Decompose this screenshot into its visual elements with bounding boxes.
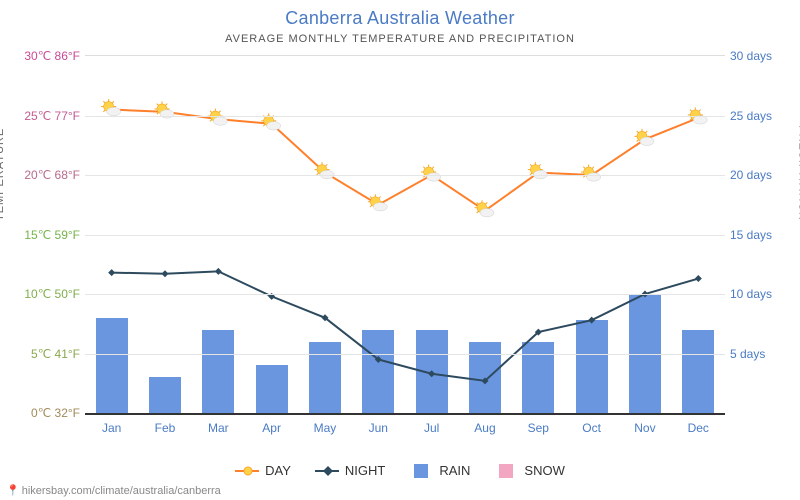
y-right-tick-label: 25 days [730, 109, 790, 123]
y-left-tick-label: 10℃ 50°F [5, 287, 80, 301]
gridline [85, 116, 725, 117]
series-line [112, 271, 699, 380]
legend-item-day: DAY [235, 463, 291, 478]
legend-item-rain: RAIN [409, 463, 470, 478]
diamond-marker [162, 270, 169, 277]
sun-icon [315, 162, 335, 179]
y-left-tick-label: 15℃ 59°F [5, 228, 80, 242]
legend-label: NIGHT [345, 463, 385, 478]
y-right-tick-label: 15 days [730, 228, 790, 242]
sun-icon [581, 165, 601, 182]
legend-label: SNOW [524, 463, 564, 478]
x-tick-label: Jul [405, 417, 458, 437]
x-tick-label: Dec [672, 417, 725, 437]
y-right-tick-label: 5 days [730, 347, 790, 361]
legend-swatch [494, 465, 518, 477]
gridline [85, 294, 725, 295]
y-right-tick-label: 30 days [730, 49, 790, 63]
y-right-tick-label: 20 days [730, 168, 790, 182]
legend-item-snow: SNOW [494, 463, 564, 478]
legend-label: RAIN [439, 463, 470, 478]
y-left-tick-label: 30℃ 86°F [5, 49, 80, 63]
y-left-tick-label: 25℃ 77°F [5, 109, 80, 123]
x-tick-label: May [298, 417, 351, 437]
sun-icon [208, 109, 227, 126]
x-tick-label: Aug [458, 417, 511, 437]
legend: DAY NIGHT RAIN SNOW [0, 463, 800, 478]
sun-icon [528, 162, 548, 179]
diamond-marker [588, 317, 595, 324]
diamond-marker [428, 370, 435, 377]
sun-icon [368, 194, 388, 211]
legend-swatch [409, 465, 433, 477]
y-left-tick-label: 0℃ 32°F [5, 406, 80, 420]
x-tick-label: Jun [352, 417, 405, 437]
x-axis-labels: JanFebMarAprMayJunJulAugSepOctNovDec [85, 417, 725, 437]
x-tick-label: Jan [85, 417, 138, 437]
y-right-tick-label: 10 days [730, 287, 790, 301]
x-tick-label: Oct [565, 417, 618, 437]
gridline [85, 175, 725, 176]
x-tick-label: Mar [192, 417, 245, 437]
y-left-tick-label: 20℃ 68°F [5, 168, 80, 182]
y-left-tick-label: 5℃ 41°F [5, 347, 80, 361]
legend-swatch [235, 465, 259, 477]
diamond-marker [108, 269, 115, 276]
x-tick-label: Sep [512, 417, 565, 437]
diamond-marker [695, 275, 702, 282]
gridline [85, 235, 725, 236]
sun-icon [101, 99, 121, 116]
plot-region: 0℃ 32°F5℃ 41°F10℃ 50°F15℃ 59°F20℃ 68°F25… [85, 55, 725, 415]
chart-area: TEMPERATURE PRECIPITATION 0℃ 32°F5℃ 41°F… [85, 55, 725, 435]
legend-label: DAY [265, 463, 291, 478]
map-pin-icon: 📍 [6, 485, 20, 497]
gridline [85, 354, 725, 355]
legend-swatch [315, 465, 339, 477]
x-tick-label: Feb [138, 417, 191, 437]
diamond-marker [215, 268, 222, 275]
legend-item-night: NIGHT [315, 463, 385, 478]
chart-title: Canberra Australia Weather [0, 0, 800, 29]
attribution: 📍hikersbay.com/climate/australia/canberr… [6, 484, 221, 497]
x-tick-label: Apr [245, 417, 298, 437]
sun-icon [475, 200, 495, 217]
series-line [112, 110, 699, 211]
chart-subtitle: AVERAGE MONTHLY TEMPERATURE AND PRECIPIT… [0, 29, 800, 45]
x-tick-label: Nov [618, 417, 671, 437]
